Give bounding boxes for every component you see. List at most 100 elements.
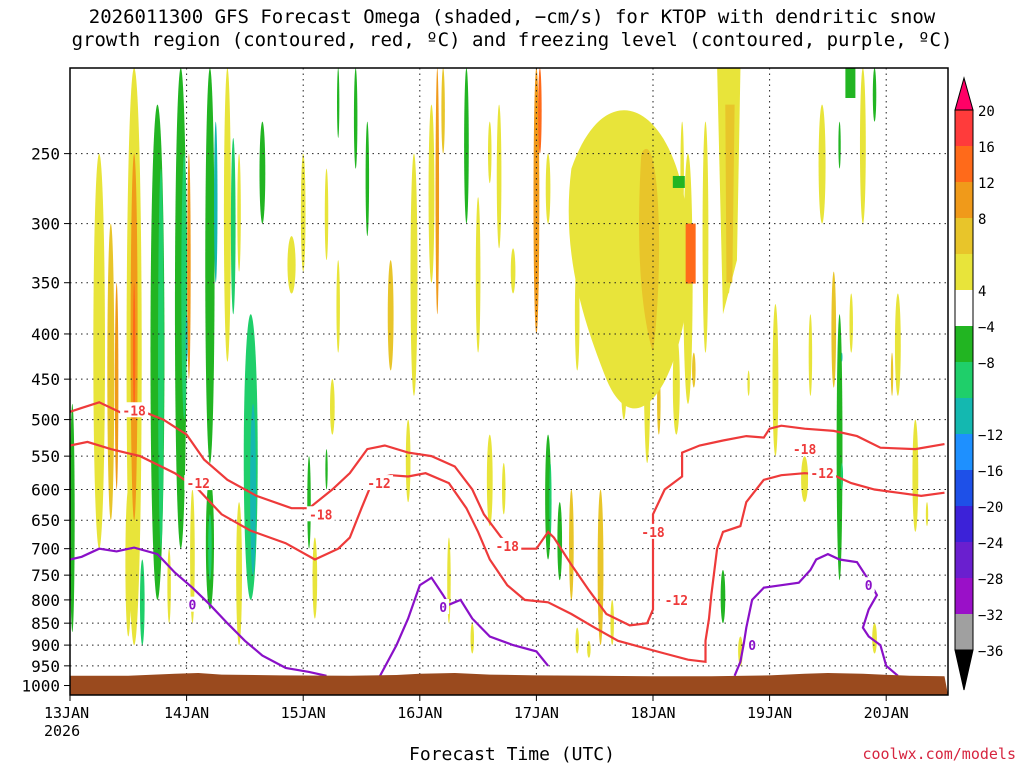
y-tick-label: 700: [31, 540, 60, 559]
omega-blob: [545, 153, 551, 224]
x-tick-label: 17JAN: [514, 704, 559, 722]
colorbar-label: 12: [978, 176, 995, 192]
contour-label: -18: [309, 508, 333, 523]
colorbar-label: −20: [978, 500, 1003, 516]
omega-blob: [464, 68, 469, 224]
colorbar-label: −12: [978, 428, 1003, 444]
colorbar-bottom-arrow: [954, 649, 974, 691]
colorbar-bin: [955, 506, 973, 543]
contour-label-bg: [184, 475, 213, 491]
colorbar-label: −4: [978, 320, 995, 336]
omega-blob: [672, 333, 680, 435]
omega-blob: [894, 293, 901, 396]
omega-cell: [685, 223, 696, 284]
contours: -18 -12 -18 -12 -18 -18 -12 -18 -12 0 0 0 0: [70, 401, 945, 679]
omega-blob: [872, 623, 877, 654]
contour-label-bg: [746, 637, 759, 653]
omega-blob: [365, 121, 370, 237]
contour-label: 0: [865, 579, 873, 594]
omega-blob: [549, 463, 552, 538]
omega-blob: [312, 537, 318, 619]
omega-region: [639, 148, 660, 353]
omega-blob: [287, 236, 296, 294]
contour-label-bg: [306, 506, 335, 522]
omega-blob: [557, 502, 563, 581]
credit-text: coolwx.com/models: [862, 745, 1016, 763]
omega-blob: [330, 379, 335, 435]
omega-blob: [158, 168, 164, 549]
omega-blob: [214, 121, 218, 283]
y-tick-label: 450: [31, 370, 60, 389]
plot-frame: [69, 67, 949, 696]
y-tick-label: 900: [31, 636, 60, 655]
omega-blob: [772, 304, 779, 457]
y-tick-label: 850: [31, 614, 60, 633]
omega-blob: [587, 640, 591, 658]
colorbar-bin: [955, 614, 973, 651]
contour-label-bg: [364, 475, 393, 491]
contour-label: 0: [189, 599, 197, 614]
y-tick-label: 300: [31, 215, 60, 234]
contour-label-bg: [437, 599, 450, 615]
omega-blob: [838, 121, 841, 169]
colorbar: 20 16 12 8 4 −4 −8 −12 −16 −20 −24 −28 −32 −36: [954, 76, 1003, 691]
contour-minus12: [70, 440, 945, 664]
grid-lines: [70, 68, 948, 695]
title-line-1: 2026011300 GFS Forecast Omega (shaded, −…: [88, 6, 936, 28]
omega-blob: [387, 260, 394, 371]
omega-blob: [441, 68, 445, 154]
colorbar-label: 16: [978, 140, 995, 156]
omega-blob: [324, 168, 329, 261]
omega-blob: [818, 104, 826, 224]
omega-blob: [475, 197, 481, 353]
omega-blob: [610, 599, 614, 646]
omega-blob: [353, 68, 358, 169]
omega-cell: [672, 175, 685, 188]
omega-blob: [488, 121, 492, 184]
colorbar-bin: [955, 290, 973, 327]
contour-label-bg: [662, 591, 691, 607]
omega-blob: [167, 548, 171, 624]
omega-blob: [223, 68, 231, 362]
omega-blob: [747, 370, 750, 396]
omega-blob: [841, 352, 843, 362]
y-tick-label: 800: [31, 591, 60, 610]
omega-blob: [692, 352, 696, 388]
x-tick-label: 14JAN: [164, 704, 209, 722]
colorbar-bin: [955, 470, 973, 507]
omega-blob: [93, 153, 105, 549]
y-tick-label: 350: [31, 274, 60, 293]
colorbar-bin: [955, 398, 973, 435]
x-tick-label: 20JAN: [864, 704, 909, 722]
colorbar-label: −36: [978, 644, 1003, 660]
omega-blob: [808, 314, 813, 396]
omega-blob: [496, 104, 502, 249]
colorbar-label: −16: [978, 464, 1003, 480]
omega-blob: [208, 514, 212, 581]
contour-label: -18: [496, 540, 520, 555]
omega-blob: [259, 121, 266, 224]
contour-label: -18: [641, 526, 665, 541]
colorbar-bin: [955, 254, 973, 291]
omega-blob: [486, 434, 493, 527]
omega-blob: [107, 223, 115, 521]
omega-blob: [428, 104, 435, 283]
colorbar-bin: [955, 110, 973, 147]
contour-zero: [733, 552, 899, 677]
contour-label: -12: [187, 477, 210, 492]
contour-label: 0: [439, 601, 447, 616]
omega-blob: [836, 314, 843, 581]
omega-blob: [569, 489, 574, 600]
colorbar-label: 8: [978, 212, 986, 228]
terrain: [70, 673, 948, 695]
x-tick-label: 18JAN: [630, 704, 675, 722]
x-tick-label: 15JAN: [281, 704, 326, 722]
omega-blob: [872, 68, 877, 122]
omega-blob: [237, 153, 241, 272]
omega-blob: [236, 502, 242, 646]
omega-blob: [336, 260, 340, 353]
contour-label: -18: [793, 443, 817, 458]
omega-blob: [702, 121, 709, 353]
chart-title: 2026011300 GFS Forecast Omega (shaded, −…: [0, 6, 1024, 52]
contour-label-bg: [808, 465, 837, 481]
